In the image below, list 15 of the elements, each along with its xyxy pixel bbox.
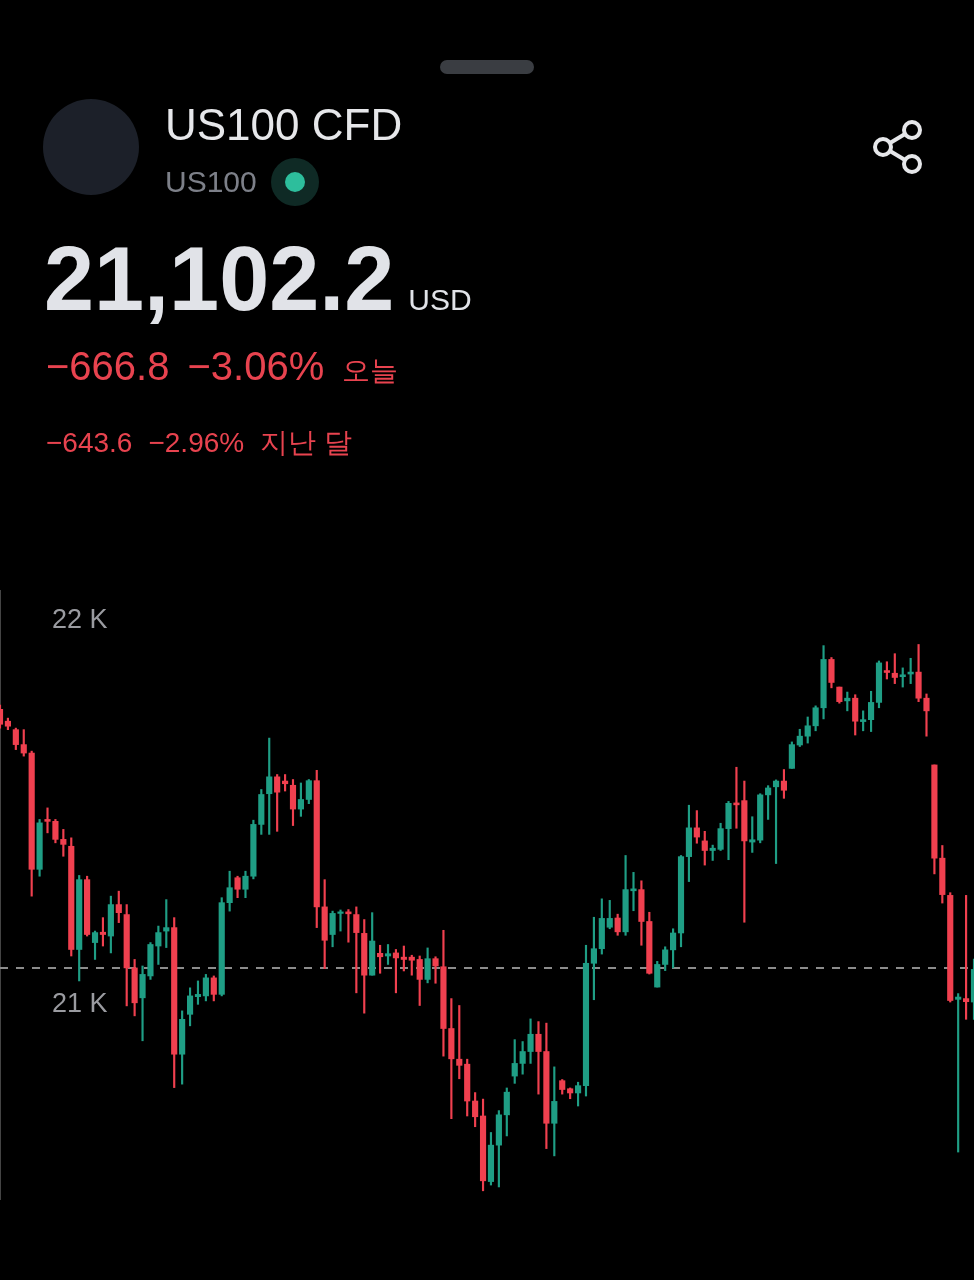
chart-subtitle: US100 (165, 165, 257, 199)
text: −643.6 (46, 427, 133, 459)
y-tick-label: 22 K (52, 604, 108, 635)
text: 오늘 (342, 354, 399, 388)
y-tick-label: 21 K (52, 987, 108, 1018)
candlestick (955, 993, 962, 1153)
chart-title: US100 CFD (165, 99, 403, 151)
text: −666.8 (46, 344, 170, 389)
text: −3.06% (187, 344, 325, 389)
text: 21,102.2 (44, 228, 395, 331)
candlestick (963, 895, 970, 1020)
candlestick (432, 956, 439, 984)
text: −2.96% (148, 427, 245, 459)
text: USD (408, 283, 472, 317)
text: 지난 달 (260, 426, 352, 460)
